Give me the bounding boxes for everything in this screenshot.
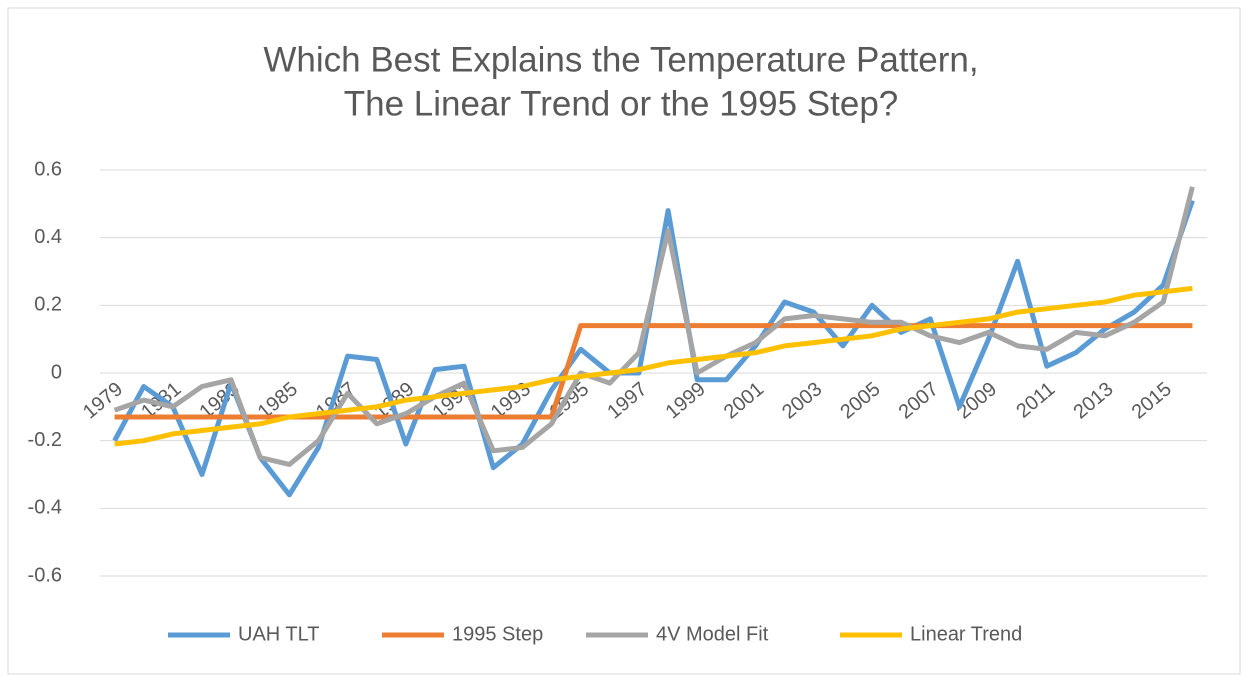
legend-label: Linear Trend (910, 623, 1022, 645)
y-tick-label: 0 (51, 361, 62, 383)
chart-title: Which Best Explains the Temperature Patt… (263, 40, 978, 79)
y-tick-label: 0.2 (34, 294, 62, 316)
chart-title: The Linear Trend or the 1995 Step? (344, 84, 899, 123)
y-tick-label: -0.6 (28, 564, 62, 586)
y-tick-label: -0.4 (28, 497, 62, 519)
legend-label: 1995 Step (452, 623, 543, 645)
y-tick-label: 0.4 (34, 226, 62, 248)
legend-label: 4V Model Fit (656, 623, 769, 645)
series-line (114, 285, 1193, 447)
series-line (113, 186, 1195, 467)
legend-label: UAH TLT (238, 623, 320, 645)
chart-frame (7, 7, 1241, 675)
y-tick-label: -0.2 (28, 429, 62, 451)
y-tick-label: 0.6 (34, 158, 62, 180)
